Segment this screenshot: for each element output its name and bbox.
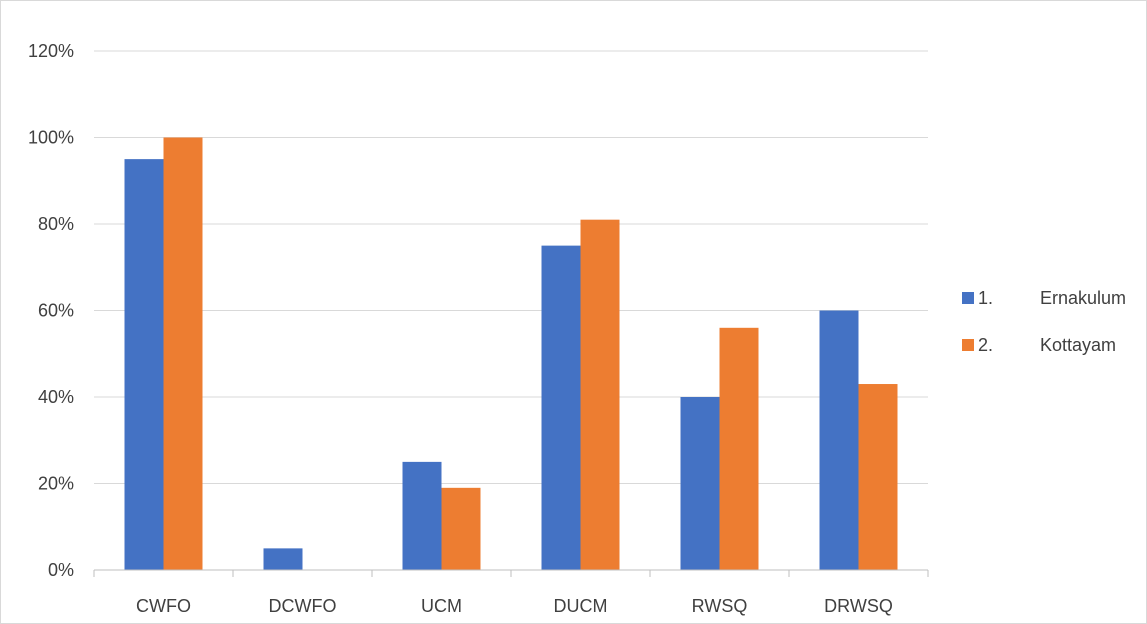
- y-tick-label: 80%: [38, 214, 74, 234]
- x-tick-label: CWFO: [136, 596, 191, 616]
- legend-marker: 1.: [978, 288, 993, 308]
- legend-swatch: [962, 339, 974, 351]
- y-axis-ticks: 0% 20% 40% 60% 80% 100% 120%: [28, 41, 74, 580]
- bar-1-ducm: [541, 245, 581, 570]
- legend-swatch: [962, 292, 974, 304]
- x-tick-label: DUCM: [554, 596, 608, 616]
- x-tick-label: UCM: [421, 596, 462, 616]
- y-tick-label: 120%: [28, 41, 74, 61]
- bar-1-drwsq: [819, 310, 859, 570]
- y-tick-label: 100%: [28, 128, 74, 148]
- legend-label: Ernakulum: [1040, 288, 1126, 308]
- x-axis: [93, 569, 929, 577]
- x-axis-ticks: CWFO DCWFO UCM DUCM RWSQ DRWSQ: [136, 596, 893, 616]
- x-tick-label: DRWSQ: [824, 596, 893, 616]
- legend-marker: 2.: [978, 335, 993, 355]
- x-tick-label: RWSQ: [692, 596, 748, 616]
- y-tick-label: 40%: [38, 387, 74, 407]
- bar-1-cwfo: [124, 159, 164, 570]
- bar-2-drwsq: [858, 384, 898, 570]
- y-tick-label: 20%: [38, 474, 74, 494]
- bar-2-cwfo: [163, 137, 203, 570]
- bars: [124, 137, 898, 571]
- bar-1-dcwfo: [263, 548, 303, 570]
- x-tick-label: DCWFO: [269, 596, 337, 616]
- legend-item: 1. Ernakulum: [962, 288, 1126, 308]
- gridlines: [94, 50, 928, 484]
- bar-1-ucm: [402, 461, 442, 570]
- y-tick-label: 0%: [48, 560, 74, 580]
- bar-2-ucm: [441, 487, 481, 570]
- bar-2-rwsq: [719, 327, 759, 570]
- bar-1-rwsq: [680, 397, 720, 570]
- legend-item: 2. Kottayam: [962, 335, 1116, 355]
- y-tick-label: 60%: [38, 301, 74, 321]
- legend: 1. Ernakulum 2. Kottayam: [962, 288, 1126, 355]
- bar-2-ducm: [580, 219, 620, 571]
- legend-label: Kottayam: [1040, 335, 1116, 355]
